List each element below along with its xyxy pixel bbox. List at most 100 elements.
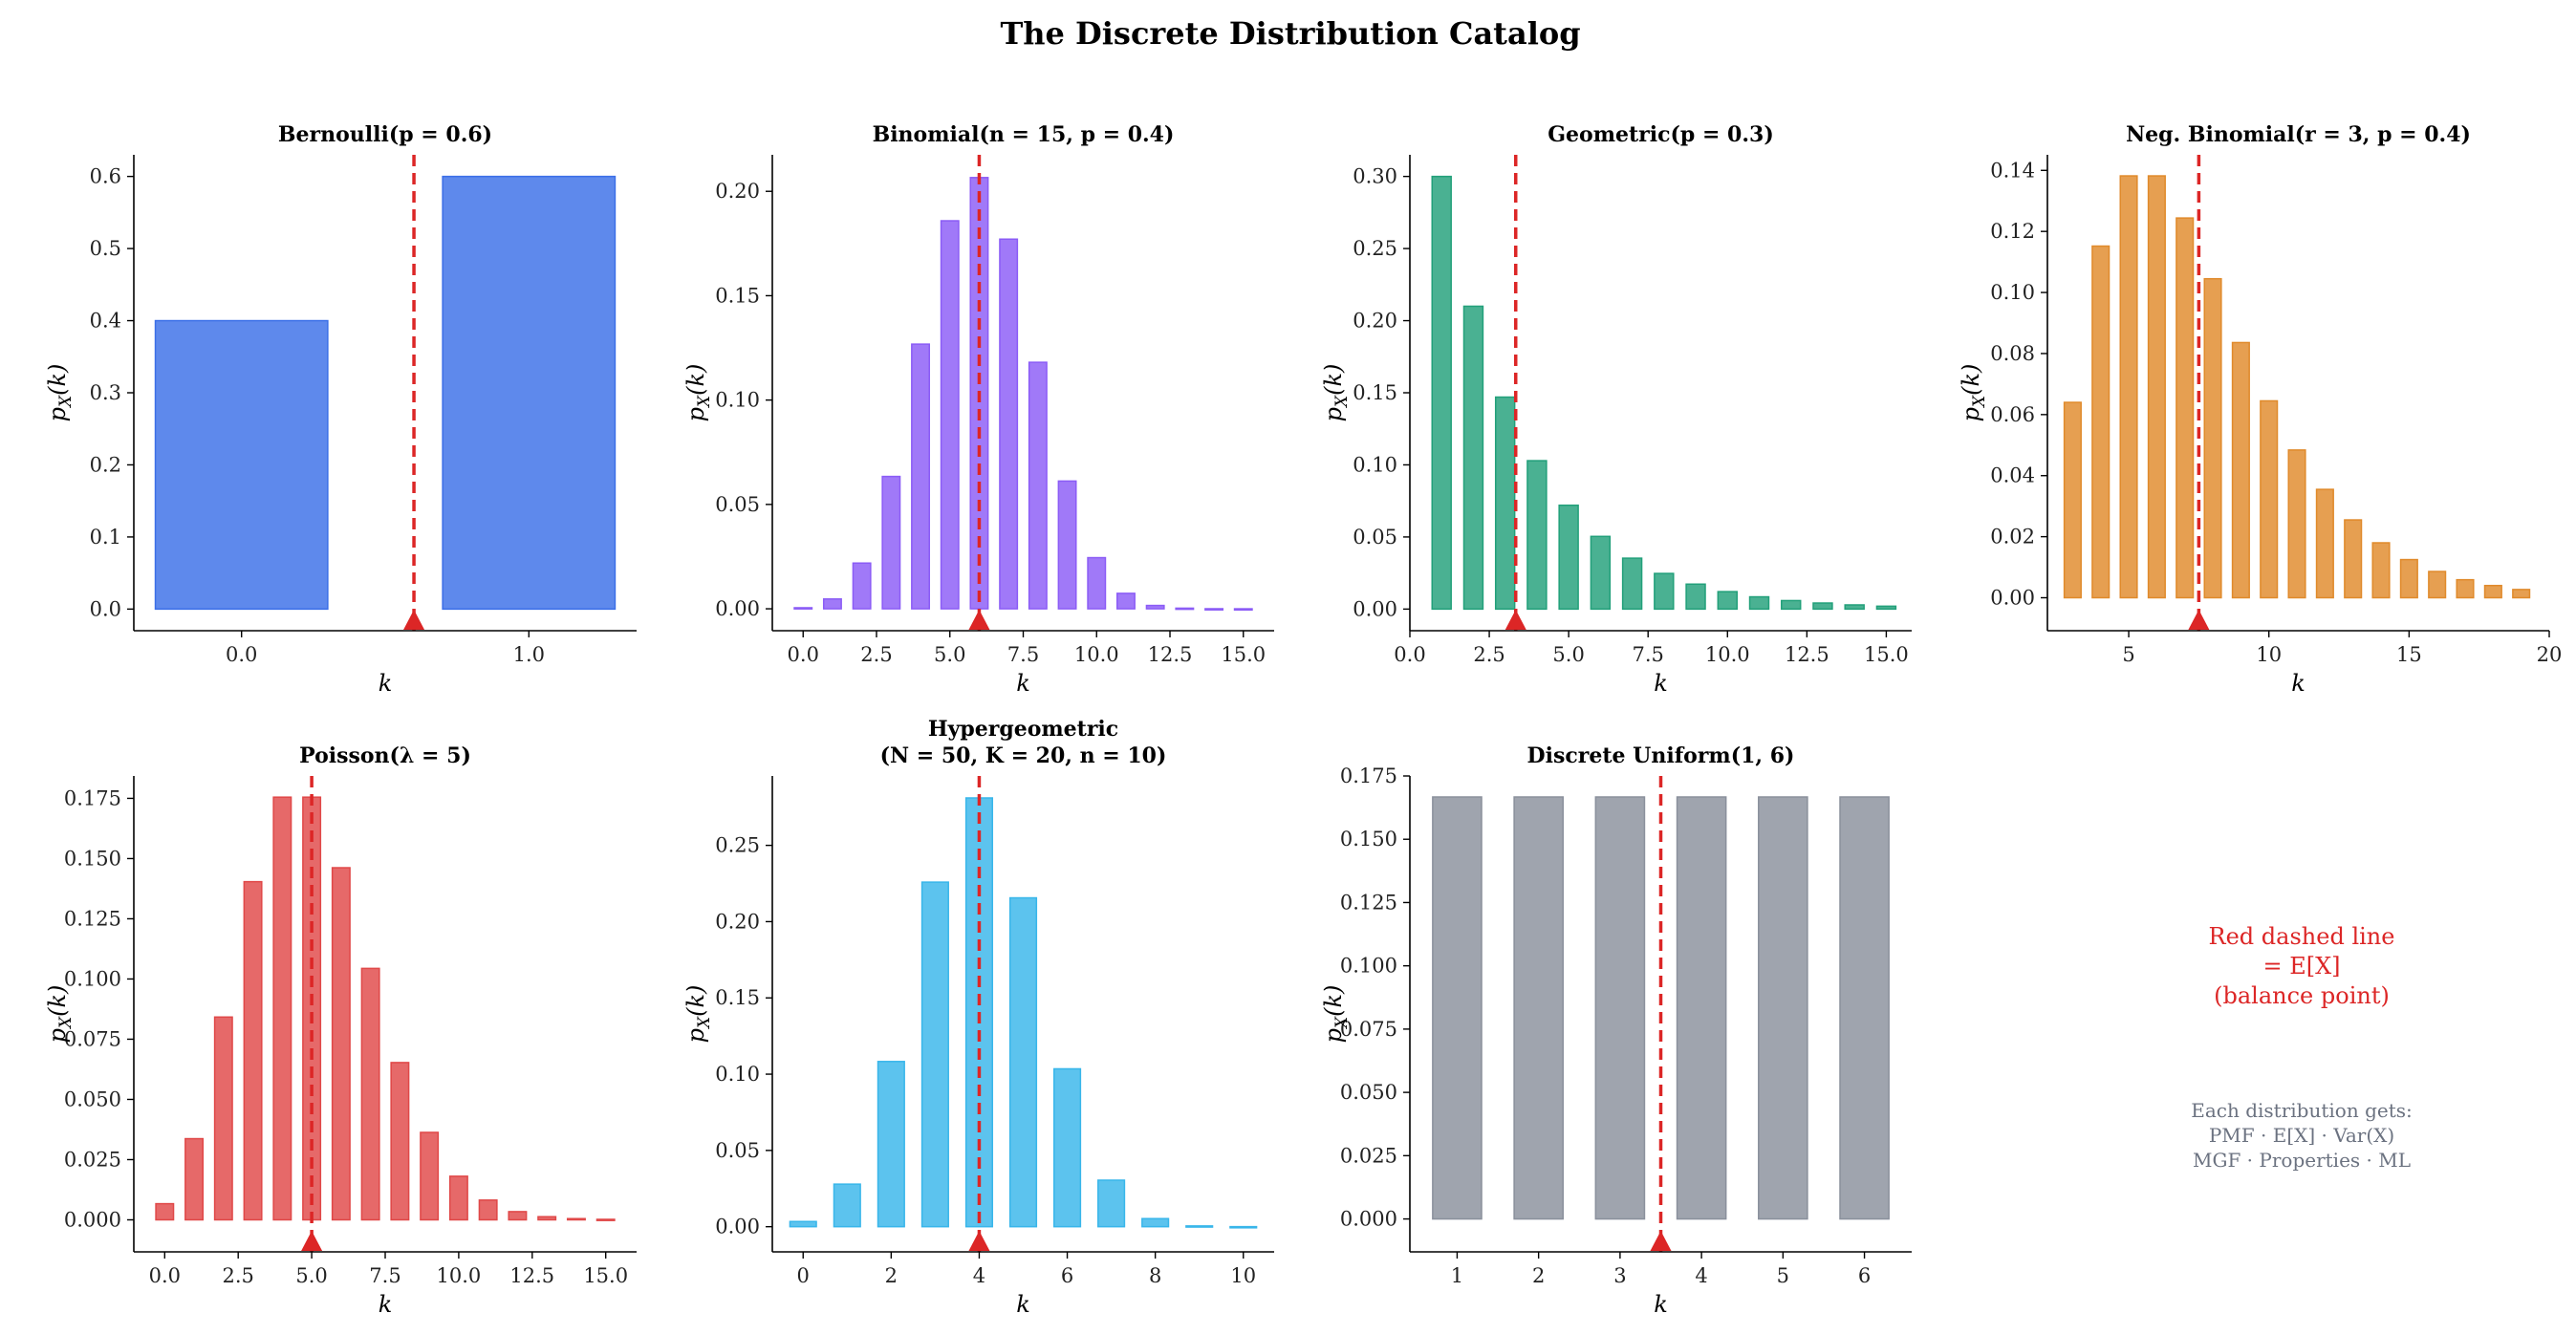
- panel-1: Bernoulli(p = 0.6) 0.0 1.0 0.0 0.1 0.2 0.3 0.4 0…: [44, 122, 637, 697]
- x-tick-label: 5.0: [295, 1264, 327, 1287]
- bar: [2231, 341, 2250, 599]
- bar: [1590, 535, 1612, 611]
- x-tick-label: 15.0: [583, 1264, 628, 1287]
- bar: [2428, 571, 2447, 599]
- bar: [154, 319, 329, 611]
- bar: [155, 1202, 175, 1221]
- x-tick-label: 6: [1061, 1264, 1073, 1287]
- y-tick-label: 0.150: [1340, 828, 1397, 851]
- y-tick-label: 0.000: [1340, 1208, 1397, 1231]
- x-tick-label: 4: [1695, 1264, 1707, 1287]
- bar: [1717, 591, 1738, 611]
- bar: [789, 1220, 817, 1228]
- y-tick-label: 0.00: [715, 597, 760, 620]
- x-tick-label: 7.5: [1633, 643, 1664, 666]
- bar: [1558, 504, 1579, 611]
- x-tick-label: 1: [1451, 1264, 1463, 1287]
- y-tick-label: 0.05: [715, 1139, 760, 1162]
- bar: [822, 598, 842, 610]
- bar: [1781, 599, 1802, 611]
- x-axis-label: k: [2291, 670, 2305, 697]
- bar: [2399, 558, 2418, 599]
- bar: [1431, 175, 1452, 611]
- y-tick-label: 0.15: [715, 284, 760, 307]
- bar: [420, 1131, 440, 1221]
- y-axis-label: pX(k): [44, 985, 76, 1044]
- bar: [833, 1183, 861, 1228]
- x-axis-label: k: [1654, 1291, 1668, 1318]
- y-tick-label: 0.08: [1990, 342, 2035, 365]
- panel-6: Hypergeometric(N = 50, K = 20, n = 10) 0 2…: [682, 717, 1274, 1318]
- y-tick-label: 0.4: [90, 310, 121, 333]
- y-tick-label: 0.05: [1353, 526, 1397, 549]
- y-tick-label: 0.175: [1340, 764, 1397, 787]
- panel-title: Hypergeometric: [928, 717, 1118, 742]
- x-tick-label: 10: [1230, 1264, 1256, 1287]
- y-tick-label: 0.175: [64, 786, 121, 809]
- bar: [877, 1061, 905, 1228]
- y-tick-label: 0.10: [1353, 453, 1397, 476]
- bar: [566, 1217, 586, 1221]
- bar: [390, 1062, 410, 1221]
- bar: [793, 607, 813, 610]
- x-tick-label: 4: [973, 1264, 985, 1287]
- y-tick-label: 0.06: [1990, 403, 2035, 426]
- bar: [1685, 583, 1706, 611]
- bar: [1087, 556, 1107, 610]
- x-tick-label: 12.5: [1148, 643, 1193, 666]
- legend-notes: Red dashed line = E[X] (balance point) Eac…: [2191, 923, 2413, 1172]
- y-tick-label: 0.02: [1990, 526, 2035, 549]
- y-tick-label: 0.25: [1353, 237, 1397, 260]
- bar: [537, 1216, 557, 1221]
- bar: [1052, 1067, 1082, 1228]
- y-tick-label: 0.025: [1340, 1144, 1397, 1167]
- panel-5: Poisson(λ = 5) 0.0 2.5 5.0 7.5 10.0 12.5 15.0 0.…: [44, 743, 637, 1318]
- bar: [999, 238, 1019, 610]
- y-tick-label: 0.100: [1340, 955, 1397, 978]
- x-tick-label: 0: [797, 1264, 810, 1287]
- mean-marker: [1650, 1231, 1672, 1251]
- y-tick-label: 0.000: [64, 1208, 121, 1231]
- y-tick-label: 0.2: [90, 453, 121, 476]
- bar: [2483, 584, 2502, 599]
- x-axis-label: k: [1654, 670, 1668, 697]
- x-tick-label: 2: [885, 1264, 898, 1287]
- bar: [184, 1137, 205, 1221]
- y-tick-label: 0.15: [715, 986, 760, 1009]
- chart-panels: Bernoulli(p = 0.6) 0.0 1.0 0.0 0.1 0.2 0.3 0.4 0…: [44, 122, 2562, 1318]
- x-tick-label: 2.5: [1473, 643, 1504, 666]
- y-tick-label: 0.20: [715, 910, 760, 933]
- mean-marker: [2188, 610, 2210, 630]
- panel-7: Discrete Uniform(1, 6) 1 2 3 4 5 6 0.000 0.025 0.…: [1320, 743, 1912, 1318]
- y-tick-label: 0.6: [90, 165, 121, 188]
- y-tick-label: 0.25: [715, 834, 760, 857]
- bar: [1526, 460, 1548, 611]
- bar: [213, 1016, 233, 1221]
- x-tick-label: 6: [1858, 1264, 1871, 1287]
- bar: [1185, 1225, 1214, 1228]
- bar: [1141, 1217, 1170, 1228]
- x-tick-label: 10.0: [1074, 643, 1119, 666]
- x-tick-label: 20: [2537, 643, 2563, 666]
- x-tick-label: 0.0: [226, 643, 257, 666]
- x-tick-label: 5.0: [1552, 643, 1584, 666]
- bar: [508, 1211, 528, 1221]
- bar: [1097, 1179, 1126, 1228]
- mean-marker: [968, 610, 990, 630]
- bar: [2260, 399, 2279, 599]
- mean-marker: [968, 1231, 990, 1251]
- panel-4: Neg. Binomial(r = 3, p = 0.4) 5 10 15 20 0.00…: [1958, 122, 2562, 697]
- bar: [302, 796, 322, 1221]
- x-tick-label: 0.0: [149, 1264, 181, 1287]
- bar: [2063, 401, 2082, 599]
- x-axis-label: k: [1016, 670, 1030, 697]
- panel-title: Bernoulli(p = 0.6): [278, 122, 492, 147]
- y-tick-label: 0.1: [90, 526, 121, 549]
- x-tick-label: 7.5: [1007, 643, 1039, 666]
- bar: [2147, 175, 2166, 599]
- x-tick-label: 10.0: [1705, 643, 1750, 666]
- bar: [1844, 604, 1865, 611]
- x-tick-label: 8: [1149, 1264, 1161, 1287]
- bar: [2287, 449, 2306, 599]
- y-axis-label: pX(k): [1320, 364, 1352, 422]
